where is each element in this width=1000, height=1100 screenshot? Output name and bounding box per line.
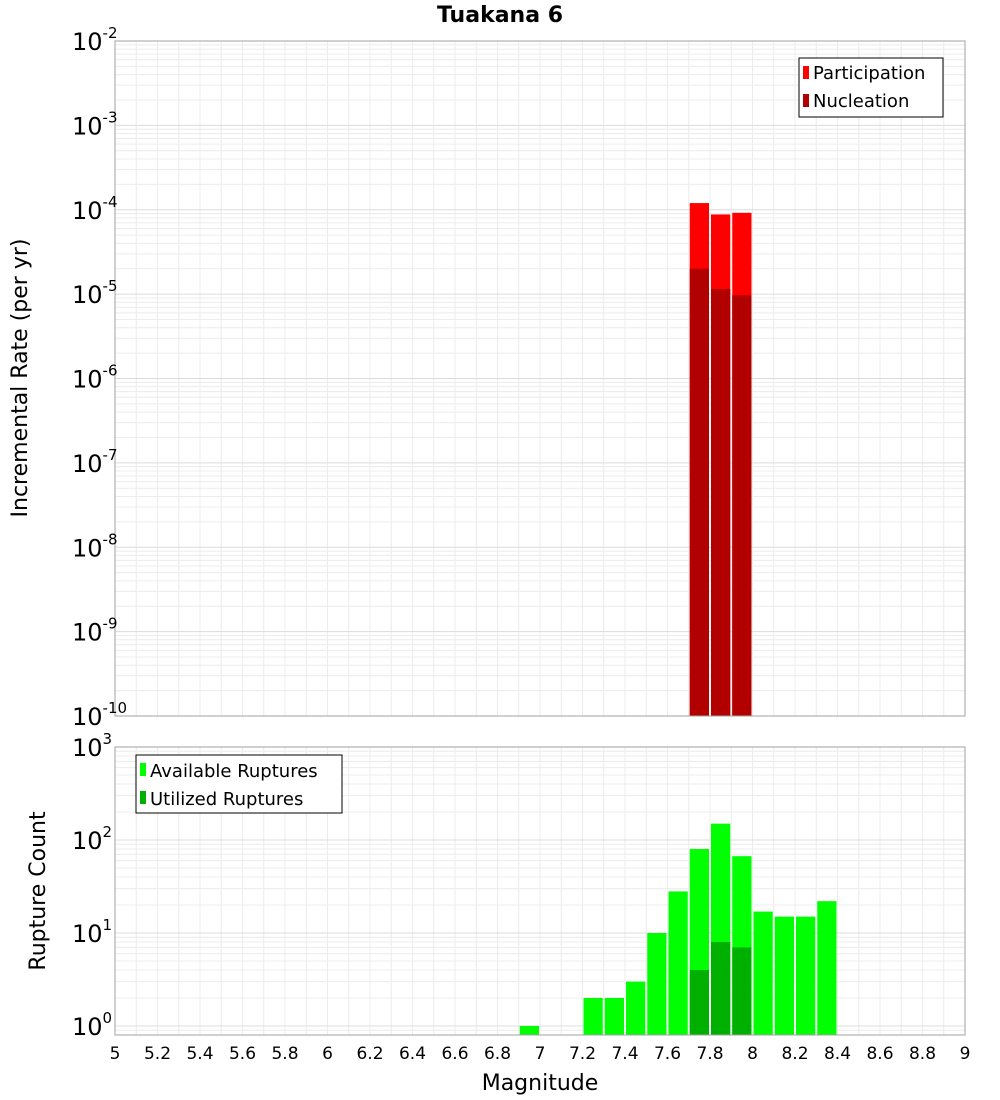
rate-bars (689, 203, 752, 717)
count-legend: Available Ruptures Utilized Ruptures (135, 754, 343, 814)
count-series1-bar (711, 942, 731, 1035)
magnitude-tick-label: 5 (110, 1044, 121, 1064)
rate-y-tick-label: 10-2 (72, 24, 118, 56)
count-y-axis-title: Rupture Count (26, 811, 51, 971)
rate-y-tick-label: 10-5 (72, 277, 118, 309)
magnitude-tick-label: 7.4 (611, 1044, 638, 1064)
nucleation-legend-swatch (803, 94, 809, 107)
magnitude-tick-label: 8.6 (866, 1044, 893, 1064)
magnitude-x-ticks: 5 5.2 5.4 5.6 5.8 6 6.2 6.4 6.6 6.8 7 7.2 7.4 7.6 7.8 8… (110, 1044, 971, 1064)
rate-y-tick-label: 10-8 (72, 530, 118, 562)
rate-y-tick-label: 10-10 (72, 699, 127, 731)
count-y-ticks: 103 102 101 100 (72, 730, 112, 1041)
magnitude-tick-label: 6.8 (484, 1044, 511, 1064)
magnitude-tick-label: 6 (322, 1044, 333, 1064)
count-series0-bar (668, 891, 688, 1035)
utilized-legend-label: Utilized Ruptures (150, 789, 303, 810)
rate-y-tick-label: 10-3 (72, 108, 118, 140)
participation-legend-label: Participation (813, 63, 925, 84)
rate-y-ticks: 10-2 10-3 10-4 10-5 10-6 10-7 10-8 10-9 10-10 (72, 24, 127, 731)
magnitude-tick-label: 8.2 (781, 1044, 808, 1064)
magnitude-tick-label: 8.8 (909, 1044, 936, 1064)
magnitude-tick-label: 6.4 (399, 1044, 426, 1064)
rate-series1-bar (711, 289, 731, 716)
magnitude-tick-label: 6.6 (441, 1044, 468, 1064)
magnitude-tick-label: 7.6 (654, 1044, 681, 1064)
magnitude-tick-label: 5.6 (229, 1044, 256, 1064)
count-y-tick-label: 101 (72, 916, 112, 948)
count-series0-bar (796, 916, 816, 1035)
rate-grid (114, 40, 966, 717)
count-legend-box (135, 754, 343, 814)
magnitude-tick-label: 7.8 (696, 1044, 723, 1064)
available-legend-swatch (140, 763, 146, 776)
rate-legend: Participation Nucleation (798, 57, 944, 118)
rate-panel: 10-2 10-3 10-4 10-5 10-6 10-7 10-8 10-9 10-10 In… (8, 24, 966, 731)
count-bars (519, 823, 837, 1035)
chart-title: Tuakana 6 (437, 3, 563, 28)
rate-series1-bar (689, 268, 709, 716)
count-y-tick-label: 103 (72, 730, 112, 762)
rate-y-tick-label: 10-6 (72, 362, 118, 394)
magnitude-tick-label: 5.8 (271, 1044, 298, 1064)
magnitude-tick-label: 5.2 (144, 1044, 171, 1064)
magnitude-tick-label: 9 (960, 1044, 971, 1064)
count-series1-bar (732, 947, 752, 1035)
magnitude-tick-label: 7 (535, 1044, 546, 1064)
rate-y-tick-label: 10-9 (72, 615, 118, 647)
count-series0-bar (626, 981, 646, 1035)
count-plot-border (114, 746, 966, 1036)
rate-y-tick-label: 10-4 (72, 193, 118, 225)
rate-y-tick-label: 10-7 (72, 446, 118, 478)
magnitude-tick-label: 8 (747, 1044, 758, 1064)
count-series0-bar (647, 932, 667, 1035)
magnitude-tick-label: 7.2 (569, 1044, 596, 1064)
magnitude-tick-label: 5.4 (186, 1044, 213, 1064)
magnitude-tick-label: 6.2 (356, 1044, 383, 1064)
utilized-legend-swatch (140, 791, 146, 804)
count-series0-bar (753, 911, 773, 1035)
rate-y-axis-title: Incremental Rate (per yr) (8, 239, 33, 518)
count-series1-bar (689, 969, 709, 1035)
rate-plot-border (114, 40, 966, 717)
count-y-tick-label: 100 (72, 1009, 112, 1041)
count-series0-bar (774, 916, 794, 1035)
count-series0-bar (519, 1025, 539, 1035)
nucleation-legend-label: Nucleation (813, 91, 909, 112)
count-panel: 103 102 101 100 5 5.2 5.4 5.6 5.8 6 6.2 6.4 6.6 6.8 7… (26, 730, 970, 1096)
participation-legend-swatch (803, 66, 809, 79)
count-y-tick-label: 102 (72, 823, 112, 855)
count-series0-bar (583, 997, 603, 1035)
available-legend-label: Available Ruptures (150, 761, 318, 782)
rate-legend-box (798, 57, 944, 118)
rate-series1-bar (732, 295, 752, 716)
magnitude-axis-title: Magnitude (482, 1071, 599, 1096)
magnitude-tick-label: 8.4 (824, 1044, 851, 1064)
count-series0-bar (817, 901, 837, 1035)
count-series0-bar (604, 997, 624, 1035)
